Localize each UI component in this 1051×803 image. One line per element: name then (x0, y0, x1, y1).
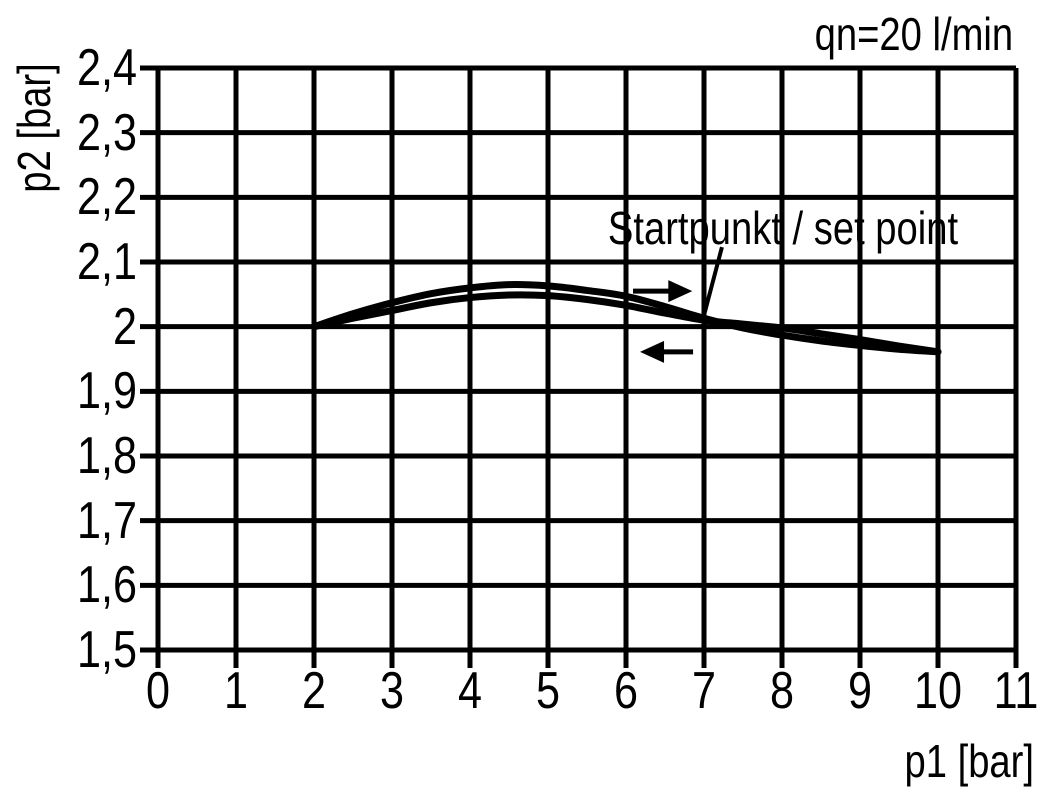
x-tick-label: 9 (847, 662, 872, 720)
y-tick-label: 1,6 (76, 556, 137, 615)
x-tick-label: 4 (457, 662, 482, 720)
y-tick-label: 1,7 (76, 491, 137, 550)
arrow-head-left (640, 340, 665, 363)
y-tick-label: 1,5 (76, 621, 137, 679)
flow-rate-annotation: qn=20 l/min (814, 8, 1013, 60)
y-tick-label: 2 (112, 297, 137, 356)
x-tick-label: 3 (379, 662, 404, 720)
curve-right (310, 281, 942, 356)
x-tick-label: 8 (769, 662, 794, 720)
y-tick-label: 1,8 (76, 427, 137, 485)
y-tick-label: 2,2 (76, 168, 137, 227)
setpoint-pointer-line (701, 246, 724, 319)
y-tick-label: 1,9 (76, 362, 137, 421)
x-tick-label: 11 (993, 662, 1039, 720)
setpoint-annotation: Startpunkt / set point (607, 202, 959, 254)
y-tick-label: 2,3 (76, 103, 137, 162)
y-tick-label: 2,4 (76, 39, 137, 97)
curve-left (310, 291, 942, 356)
x-tick-label: 2 (301, 662, 326, 720)
x-tick-label: 7 (691, 662, 716, 720)
x-tick-label: 5 (535, 662, 560, 720)
x-tick-label: 6 (613, 662, 638, 720)
y-tick-label: 2,1 (76, 233, 137, 291)
x-tick-label: 0 (145, 662, 170, 720)
x-tick-label: 1 (223, 662, 248, 720)
x-tick-label: 10 (913, 662, 963, 720)
arrow-head-right (668, 280, 693, 303)
x-axis-title: p1 [bar] (904, 735, 1034, 787)
